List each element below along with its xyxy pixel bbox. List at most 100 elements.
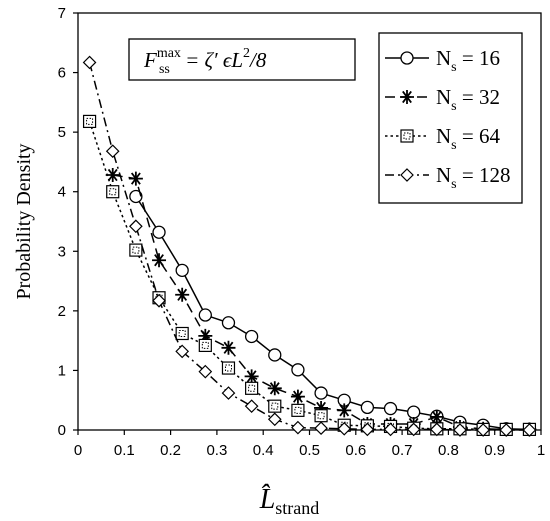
diamond-marker [267, 412, 282, 427]
circle-marker [244, 329, 259, 344]
circle-marker [291, 363, 305, 377]
asterisk-marker [244, 369, 259, 384]
x-tick-label: 0.9 [484, 442, 505, 459]
circle-marker [221, 316, 236, 330]
formula-text: Fmax ss = ζ′ ϵ̇L2/8 [143, 46, 267, 77]
square-marker [268, 399, 282, 413]
asterisk-marker [175, 287, 190, 302]
legend-label-sub: s [451, 60, 456, 75]
legend-label-value: = 16 [457, 46, 500, 70]
y-tick-label: 0 [58, 422, 66, 439]
formula-rhs-end: /8 [249, 48, 267, 72]
circle-marker [314, 386, 328, 400]
square-marker [291, 403, 305, 417]
diamond-marker [314, 421, 328, 436]
formula-box [128, 38, 356, 81]
axis-layer: 0 0.1 0.2 0.3 0.4 0.5 0.6 0.7 0.8 0.9 1 0 1 2 3 4 5 6 7 Pro… [13, 5, 545, 518]
circle-marker [383, 401, 398, 416]
diamond-marker [522, 423, 537, 437]
asterisk-marker [105, 168, 120, 183]
x-tick-label: 0.8 [438, 442, 459, 459]
diamond-marker [453, 423, 467, 437]
legend-label-value: = 32 [457, 85, 500, 109]
x-axis-label-subscript: strand [275, 498, 319, 518]
formula-lhs: F [143, 48, 157, 72]
legend-label-sub: s [451, 99, 456, 114]
diamond-marker [406, 422, 421, 437]
diamond-marker [221, 386, 236, 400]
legend-entry: Ns = 128 [385, 163, 510, 192]
series-diamond [82, 55, 537, 437]
legend-label: Ns = 64 [436, 124, 500, 153]
x-tick-label: 0.5 [299, 442, 320, 459]
asterisk-marker [400, 90, 414, 104]
square-marker [82, 114, 97, 129]
legend-label-name: N [436, 85, 451, 109]
legend-label: Ns = 128 [436, 163, 510, 192]
series-line [135, 196, 530, 431]
legend-label-name: N [436, 124, 451, 148]
diamond-marker [198, 364, 213, 379]
diamond-marker [360, 422, 375, 437]
diamond-marker [244, 399, 259, 414]
asterisk-marker [198, 328, 213, 343]
series-layer [82, 55, 537, 437]
formula-lhs-sup: max [157, 46, 181, 61]
asterisk-marker [314, 400, 329, 415]
square-marker-inner [86, 117, 94, 125]
circle-marker [407, 405, 421, 419]
x-tick-label: 0.1 [114, 442, 135, 459]
diamond-marker [476, 423, 490, 437]
square-marker [106, 185, 120, 199]
legend-entry: Ns = 32 [385, 85, 500, 114]
square-marker-inner [271, 402, 279, 410]
diamond-marker [383, 422, 398, 437]
x-axis-label-symbol: L̂ [259, 484, 276, 515]
circle-marker [175, 263, 189, 277]
circle-marker [129, 189, 143, 204]
square-marker-inner [178, 329, 186, 337]
x-tick-label: 0.7 [392, 442, 413, 459]
square-marker-inner [294, 406, 302, 414]
legend-label-sub: s [451, 177, 456, 192]
circle-marker [360, 400, 375, 415]
x-tick-label: 0 [74, 442, 82, 459]
legend-entry: Ns = 16 [385, 46, 500, 75]
asterisk-marker [290, 389, 305, 404]
diamond-marker [429, 422, 444, 437]
formula-rhs-sup: 2 [243, 46, 250, 61]
y-tick-label: 4 [58, 184, 66, 201]
x-tick-label: 1 [537, 442, 545, 459]
y-axis-label: Probability Density [13, 143, 35, 299]
asterisk-marker [128, 171, 143, 186]
diamond-marker [400, 168, 414, 182]
asterisk-marker [429, 409, 444, 424]
legend-label-value: = 128 [457, 163, 511, 187]
x-tick-label: 0.6 [345, 442, 366, 459]
square-marker-inner [317, 412, 325, 420]
y-tick-label: 7 [58, 5, 66, 22]
diamond-marker [105, 144, 120, 159]
square-marker [314, 409, 328, 423]
square-marker [245, 381, 259, 395]
asterisk-marker [267, 381, 282, 396]
diamond-marker [337, 421, 352, 436]
diamond-marker [129, 219, 143, 234]
square-marker [129, 243, 143, 257]
square-marker-inner [403, 132, 411, 140]
asterisk-marker [152, 253, 167, 268]
square-marker [175, 326, 189, 341]
annotation-layer: Fmax ss = ζ′ ϵ̇L2/8 [128, 38, 356, 81]
legend-label: Ns = 32 [436, 85, 500, 114]
y-tick-label: 6 [58, 65, 66, 82]
square-marker-inner [248, 384, 256, 392]
diamond-marker [152, 293, 166, 308]
square-marker-inner [132, 246, 140, 254]
diamond-marker [175, 344, 190, 359]
asterisk-marker [337, 403, 352, 418]
legend-label-name: N [436, 46, 451, 70]
y-tick-label: 5 [58, 124, 66, 141]
x-tick-label: 0.2 [160, 442, 181, 459]
